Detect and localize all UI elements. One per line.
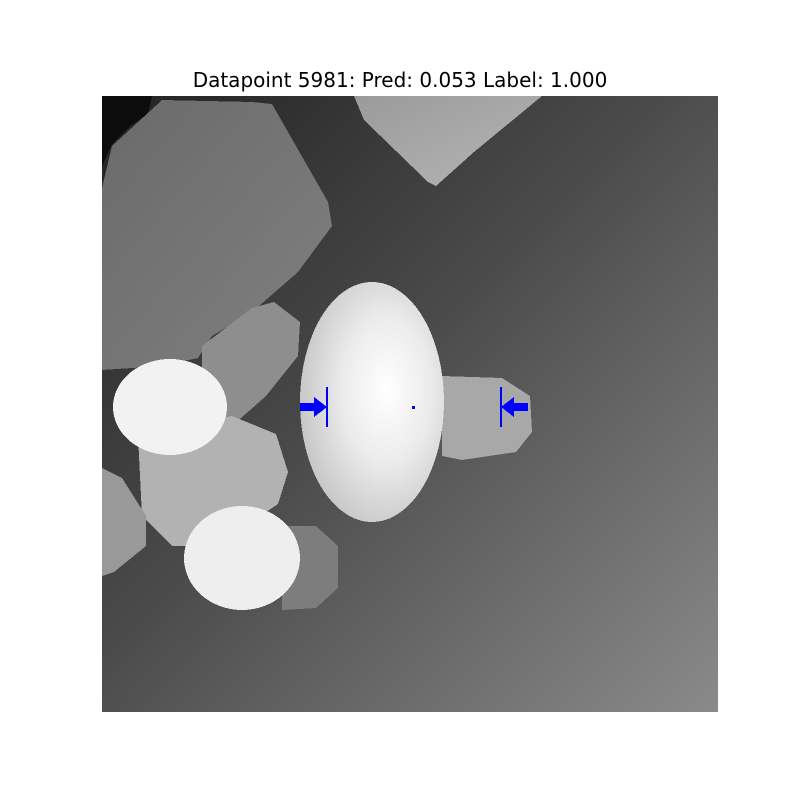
grasp-right-arrow-shaft <box>514 403 528 411</box>
small-block-left <box>202 302 300 426</box>
grasp-left-arrow-shaft <box>300 403 314 411</box>
left-edge-block <box>102 468 146 576</box>
top-box <box>354 96 542 186</box>
central-egg <box>300 282 444 522</box>
dark-corner <box>102 96 152 166</box>
grasp-center-dot <box>412 406 415 409</box>
figure-title: Datapoint 5981: Pred: 0.053 Label: 1.000 <box>192 68 608 92</box>
grasp-right-arrow-head <box>501 397 514 417</box>
lower-white-disc <box>184 506 300 610</box>
grasp-marker <box>300 387 528 427</box>
depth-image <box>102 96 718 712</box>
upper-white-disc <box>113 359 227 455</box>
grasp-left-arrow-head <box>314 397 327 417</box>
egg-side-stub <box>442 376 532 460</box>
large-box <box>102 100 332 370</box>
